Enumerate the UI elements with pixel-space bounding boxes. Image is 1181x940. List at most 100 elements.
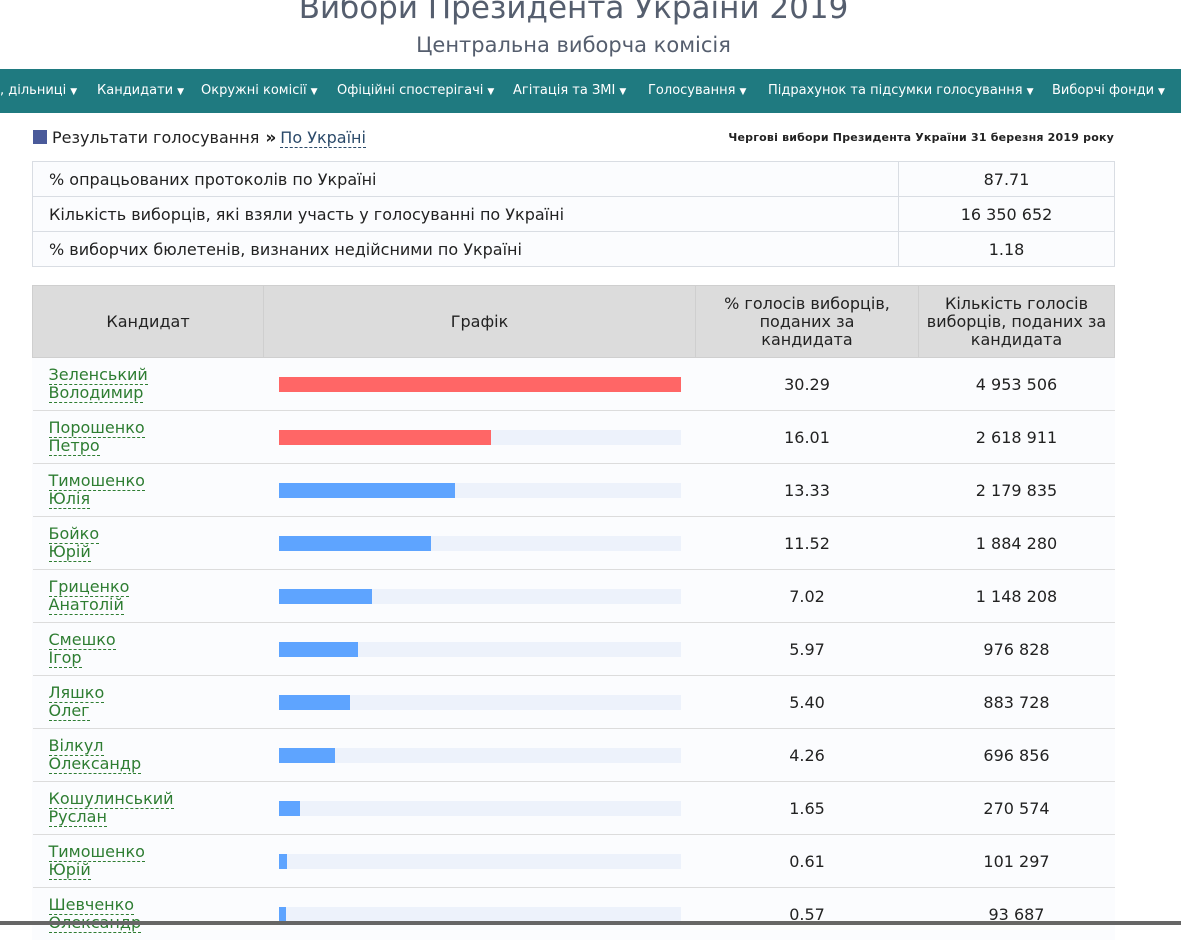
vote-count: 976 828 (919, 623, 1115, 676)
vote-count: 696 856 (919, 729, 1115, 782)
horizontal-scrollbar[interactable] (0, 921, 1181, 925)
header-percent-text: % голосів виборців, поданих за кандидата (712, 295, 902, 349)
header-candidate: Кандидат (33, 286, 264, 358)
main-navbar: , дільниці▼ Кандидати▼ Окружні комісії▼ … (0, 69, 1181, 113)
candidate-surname-link[interactable]: Вілкул (49, 736, 104, 756)
vote-percent: 5.97 (696, 623, 919, 676)
vote-percent: 13.33 (696, 464, 919, 517)
candidate-surname-link[interactable]: Ляшко (49, 683, 105, 703)
vote-bar-track (279, 536, 681, 551)
vote-bar-track (279, 854, 681, 869)
chart-cell (264, 411, 696, 464)
chart-cell (264, 835, 696, 888)
candidate-firstname-link[interactable]: Юлія (49, 489, 91, 509)
candidate-surname-link[interactable]: Смешко (49, 630, 116, 650)
summary-row: % виборчих бюлетенів, визнаних недійсним… (33, 232, 1115, 267)
candidate-surname-link[interactable]: Тимошенко (49, 471, 145, 491)
vote-bar (279, 589, 372, 604)
candidate-surname-link[interactable]: Бойко (49, 524, 100, 544)
nav-item-label: Голосування (648, 83, 735, 98)
candidate-surname-link[interactable]: Зеленський (49, 365, 148, 385)
vote-count: 1 884 280 (919, 517, 1115, 570)
vote-bar-track (279, 695, 681, 710)
caret-down-icon: ▼ (1158, 87, 1165, 97)
vote-bar-track (279, 801, 681, 816)
nav-item-election-funds[interactable]: Виборчі фонди▼ (1052, 69, 1165, 113)
candidate-firstname-link[interactable]: Петро (49, 436, 100, 456)
summary-value: 1.18 (899, 232, 1115, 267)
chart-cell (264, 729, 696, 782)
candidate-firstname-link[interactable]: Володимир (49, 383, 144, 403)
header-votes: Кількість голосів виборців, поданих за к… (919, 286, 1115, 358)
vote-bar-track (279, 642, 681, 657)
vote-bar-track (279, 589, 681, 604)
vote-count: 2 179 835 (919, 464, 1115, 517)
nav-item-candidates[interactable]: Кандидати▼ (97, 69, 184, 113)
vote-bar (279, 642, 358, 657)
vote-bar-track (279, 430, 681, 445)
candidate-firstname-link[interactable]: Олег (49, 701, 90, 721)
nav-item-district-commissions[interactable]: Окружні комісії▼ (201, 69, 318, 113)
caret-down-icon: ▼ (487, 87, 494, 97)
nav-item-label: Офіційні спостерігачі (337, 83, 483, 98)
nav-item-label: , дільниці (0, 83, 66, 98)
summary-label: % виборчих бюлетенів, визнаних недійсним… (33, 232, 899, 267)
vote-bar (279, 483, 456, 498)
vote-bar (279, 695, 351, 710)
candidate-firstname-link[interactable]: Анатолій (49, 595, 124, 615)
nav-item-counting-results[interactable]: Підрахунок та підсумки голосування▼ (768, 69, 1034, 113)
candidate-firstname-link[interactable]: Ігор (49, 648, 82, 668)
breadcrumb-current-link[interactable]: По Україні (280, 128, 366, 148)
vote-bar (279, 801, 301, 816)
vote-bar-track (279, 483, 681, 498)
double-chevron-right-icon: » (265, 128, 276, 148)
candidate-surname-link[interactable]: Кошулинський (49, 789, 174, 809)
candidate-surname-link[interactable]: Тимошенко (49, 842, 145, 862)
caret-down-icon: ▼ (70, 87, 77, 97)
results-table: Кандидат Графік % голосів виборців, пода… (32, 285, 1115, 940)
candidate-surname-link[interactable]: Гриценко (49, 577, 130, 597)
candidate-firstname-link[interactable]: Юрій (49, 860, 91, 880)
nav-item-polling-stations[interactable]: , дільниці ▼ (0, 69, 77, 113)
caret-down-icon: ▼ (1027, 87, 1034, 97)
chart-cell (264, 888, 696, 940)
vote-bar (279, 430, 491, 445)
vote-percent: 16.01 (696, 411, 919, 464)
results-header-row: Кандидат Графік % голосів виборців, пода… (33, 286, 1115, 358)
site-title: Вибори Президента України 2019 (0, 0, 1147, 28)
vote-count: 1 148 208 (919, 570, 1115, 623)
vote-percent: 0.61 (696, 835, 919, 888)
nav-item-observers[interactable]: Офіційні спостерігачі ▼ (337, 69, 494, 113)
vote-count: 101 297 (919, 835, 1115, 888)
nav-item-label: Окружні комісії (201, 83, 307, 98)
candidate-surname-link[interactable]: Шевченко (49, 895, 135, 915)
chart-cell (264, 676, 696, 729)
vote-percent: 5.40 (696, 676, 919, 729)
candidate-firstname-link[interactable]: Юрій (49, 542, 91, 562)
vote-percent: 1.65 (696, 782, 919, 835)
candidate-firstname-link[interactable]: Олександр (49, 754, 142, 774)
vote-percent: 11.52 (696, 517, 919, 570)
vote-bar (279, 377, 681, 392)
nav-item-voting[interactable]: Голосування▼ (648, 69, 746, 113)
vote-percent: 30.29 (696, 358, 919, 411)
header-percent: % голосів виборців, поданих за кандидата (696, 286, 919, 358)
vote-bar (279, 536, 432, 551)
summary-label: % опрацьованих протоколів по Україні (33, 162, 899, 197)
candidate-surname-link[interactable]: Порошенко (49, 418, 145, 438)
candidate-firstname-link[interactable]: Руслан (49, 807, 107, 827)
nav-item-campaign-media[interactable]: Агітація та ЗМІ▼ (513, 69, 626, 113)
